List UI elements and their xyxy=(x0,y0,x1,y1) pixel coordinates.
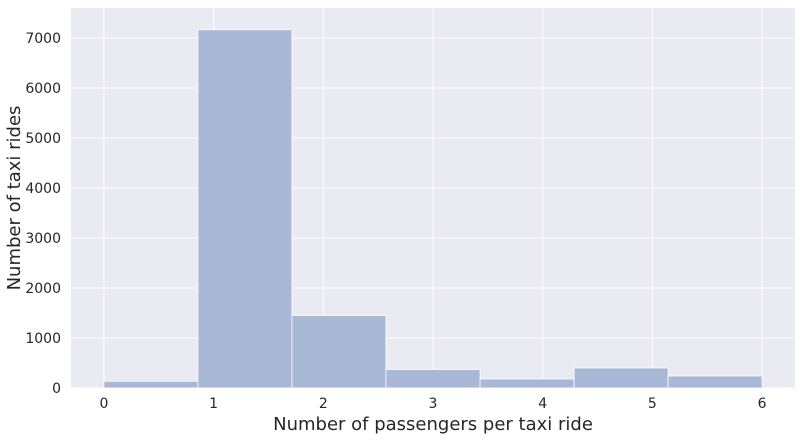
x-tick-label: 3 xyxy=(429,396,438,412)
x-tick-label: 5 xyxy=(648,396,657,412)
x-axis-title: Number of passengers per taxi ride xyxy=(273,414,593,435)
y-tick-label: 3000 xyxy=(25,231,61,247)
x-tick-label: 1 xyxy=(209,396,218,412)
y-axis-ticks: 0 1000 2000 3000 4000 5000 6000 7000 xyxy=(25,31,61,397)
y-tick-label: 4000 xyxy=(25,181,61,197)
histogram-bar xyxy=(103,380,199,389)
y-axis-title: Number of taxi rides xyxy=(4,106,25,291)
y-tick-label: 7000 xyxy=(25,31,61,47)
x-tick-label: 0 xyxy=(99,396,108,412)
y-tick-label: 5000 xyxy=(25,131,61,147)
y-tick-label: 2000 xyxy=(25,281,61,297)
x-axis-ticks: 0 1 2 3 4 5 6 xyxy=(99,396,766,412)
histogram-bars xyxy=(103,29,763,389)
histogram-bar xyxy=(385,369,481,389)
x-tick-label: 4 xyxy=(538,396,547,412)
histogram-bar xyxy=(667,375,763,389)
y-tick-label: 1000 xyxy=(25,331,61,347)
x-tick-label: 6 xyxy=(758,396,767,412)
histogram-bar xyxy=(291,315,387,389)
histogram-bar xyxy=(479,378,575,389)
y-tick-label: 6000 xyxy=(25,81,61,97)
histogram-bar xyxy=(197,29,293,389)
x-tick-label: 2 xyxy=(319,396,328,412)
histogram-bar xyxy=(573,367,669,389)
y-tick-label: 0 xyxy=(52,381,61,397)
